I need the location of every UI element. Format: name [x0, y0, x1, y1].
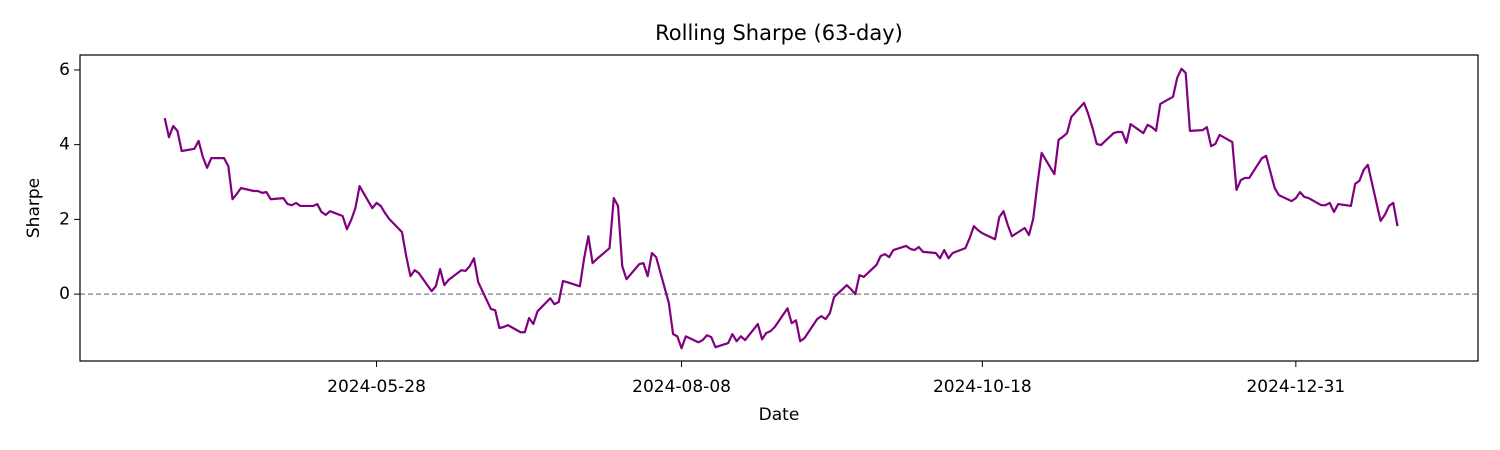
y-axis-label: Sharpe: [24, 178, 44, 238]
data-line: [163, 67, 1399, 350]
x-tick-label: 2024-05-28: [327, 377, 426, 397]
plot-frame: [79, 54, 1479, 362]
y-tick-label: 4: [59, 135, 70, 155]
y-tick-label: 0: [59, 284, 70, 304]
chart-title: Rolling Sharpe (63-day): [655, 21, 903, 45]
x-tick-label: 2024-12-31: [1246, 377, 1345, 397]
y-tick-label: 6: [59, 60, 70, 80]
x-tick-label: 2024-10-18: [933, 377, 1032, 397]
x-axis-label: Date: [759, 405, 800, 425]
x-tick-label: 2024-08-08: [632, 377, 731, 397]
y-tick-label: 2: [59, 209, 70, 229]
